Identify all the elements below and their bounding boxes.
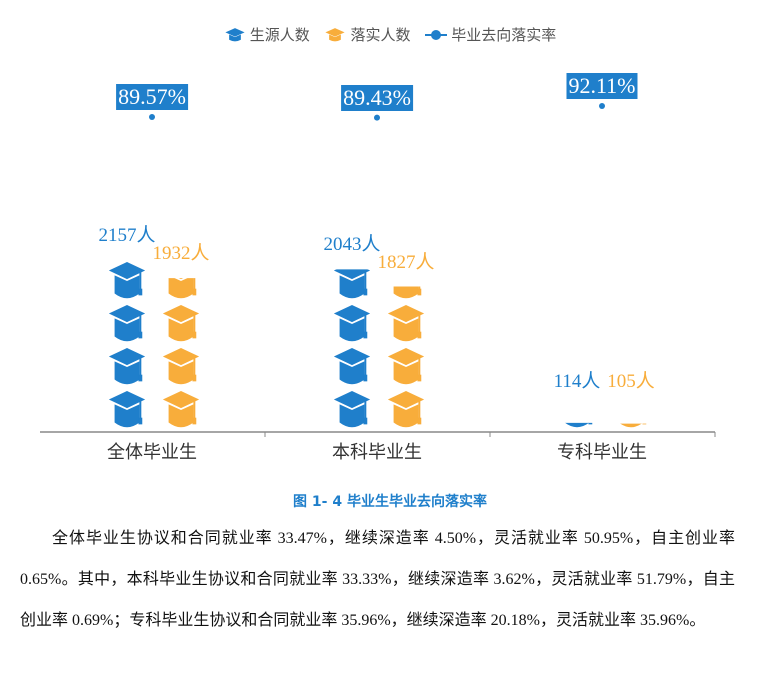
chart-plot [40,103,716,437]
legend-item-placed[interactable]: 落实人数 [324,24,411,45]
legend-item-rate[interactable]: 毕业去向落实率 [425,24,556,45]
rate-label: 89.57% [116,84,188,110]
legend-item-source[interactable]: 生源人数 [224,24,310,45]
graduation-cap-icon [558,422,596,428]
body-paragraph: 全体毕业生协议和合同就业率 33.47%，继续深造率 4.50%，灵活就业率 5… [20,530,735,629]
placed-bar [387,286,425,428]
value-label: 105人 [607,371,655,392]
rate-point [149,114,155,120]
rate-label: 92.11% [566,73,638,99]
rate-point [599,103,605,110]
graduation-cap-icon [613,262,649,298]
graduation-cap-icon [225,27,245,41]
graduation-cap-icon [162,347,200,385]
graduation-cap-icon [613,305,649,341]
graduation-cap-icon [387,304,425,342]
graduation-cap-icon [333,390,371,428]
source-bar [558,262,596,428]
graduation-cap-icon [108,304,146,342]
graduation-cap-icon [333,347,371,385]
graduation-cap-icon [333,269,371,299]
graduation-cap-icon [612,423,650,428]
graduation-cap-icon [559,305,595,341]
value-label: 2043人 [323,234,381,256]
graduation-cap-icon [108,261,146,299]
graduation-cap-icon [387,390,425,428]
value-label: 2157人 [98,225,156,247]
graduation-cap-icon [108,347,146,385]
graduation-cap-icon [325,27,346,41]
graduation-cap-icon [162,304,200,342]
rate-label: 89.43% [341,84,413,111]
graduation-cap-icon [162,278,200,299]
legend-label: 落实人数 [350,26,411,44]
graduation-cap-icon [162,390,200,428]
figure-caption: 图 1- 4 毕业生毕业去向落实率 [293,494,487,510]
placed-bar [612,262,650,428]
value-label: 1932人 [152,243,210,265]
source-bar [333,269,371,428]
legend: 生源人数 落实人数 毕业去向落实率 [0,24,780,47]
graduation-cap-icon [387,347,425,385]
legend-label: 生源人数 [249,26,310,44]
graduation-cap-icon [108,390,146,428]
value-label: 114人 [553,371,601,392]
placed-bar [162,278,200,428]
category-label: 全体毕业生 [107,442,197,463]
graduation-cap-icon [559,262,595,298]
category-label: 本科毕业生 [332,442,422,463]
graduation-cap-icon [333,304,371,342]
legend-label: 毕业去向落实率 [451,26,557,44]
source-bar [108,261,146,428]
value-label: 1827人 [377,251,435,273]
rate-point [374,114,380,121]
category-label: 专科毕业生 [557,442,647,463]
line-dot-icon [425,29,448,40]
